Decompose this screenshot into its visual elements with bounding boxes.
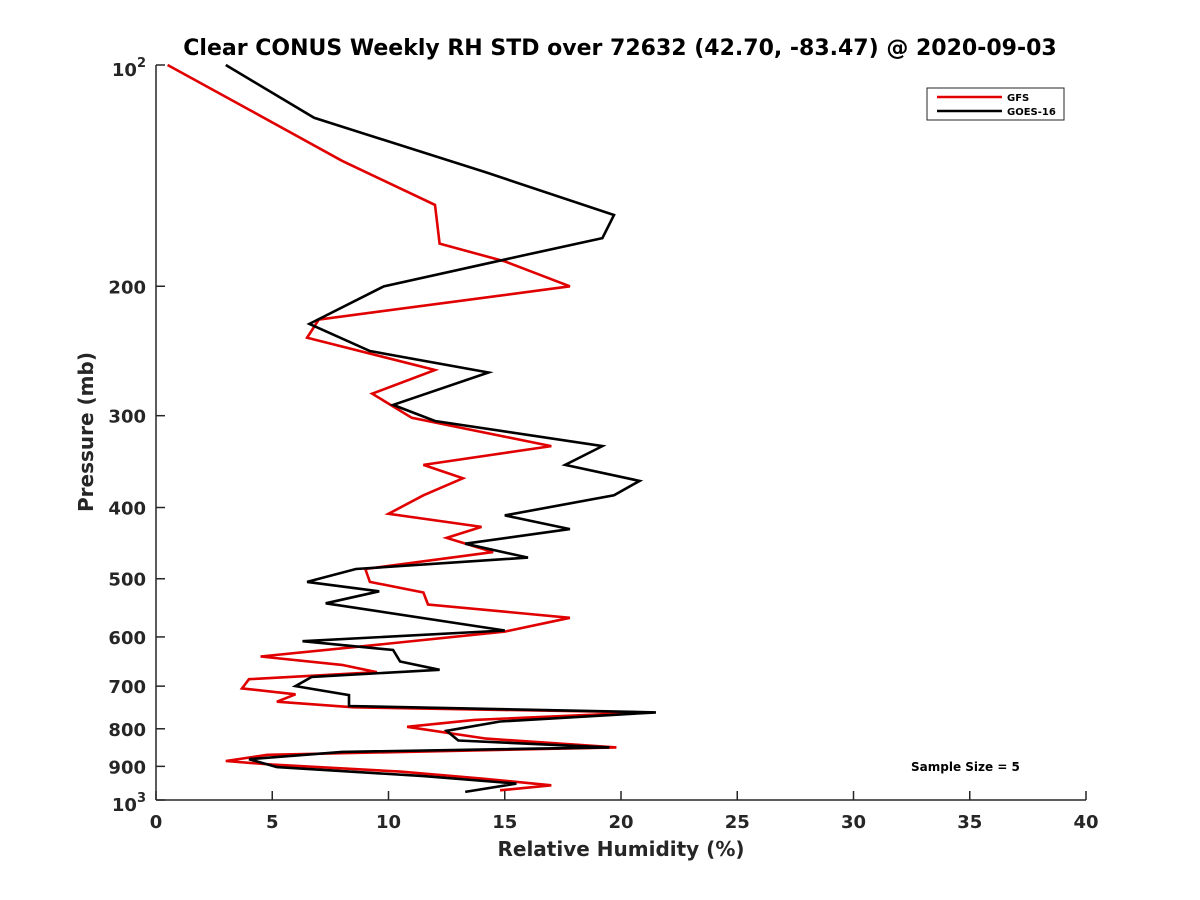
y-tick-label: 300	[108, 407, 146, 428]
y-tick-label-top: 102	[112, 56, 146, 81]
y-tick-label: 500	[108, 570, 146, 591]
y-tick-label: 900	[108, 757, 146, 778]
x-axis: 0 5 10 15 20 25 30 35 40	[150, 791, 1099, 833]
y-tick-label: 200	[108, 277, 146, 298]
chart-title: Clear CONUS Weekly RH STD over 72632 (42…	[183, 36, 1056, 61]
y-tick-label: 600	[108, 628, 146, 649]
y-tick-bottom-base: 10	[112, 795, 137, 816]
x-tick-label: 40	[1073, 812, 1098, 833]
legend-label-gfs: GFS	[1007, 93, 1029, 104]
series-line-goes16	[225, 63, 656, 794]
y-tick-label-bottom: 103	[112, 791, 146, 816]
legend: GFS GOES-16	[926, 87, 1065, 121]
sample-size-annotation: Sample Size = 5	[911, 760, 1020, 774]
y-tick-label: 700	[108, 677, 146, 698]
y-tick-top-base: 10	[112, 60, 137, 81]
x-tick-label: 35	[957, 812, 982, 833]
y-tick-label: 400	[108, 499, 146, 520]
x-tick-label: 20	[608, 812, 633, 833]
series-line-gfs	[166, 63, 645, 792]
y-tick-bottom-exp: 3	[137, 791, 146, 806]
y-axis-label: Pressure (mb)	[74, 352, 98, 512]
x-axis-label: Relative Humidity (%)	[497, 837, 744, 861]
x-tick-label: 0	[150, 812, 163, 833]
x-tick-label: 10	[376, 812, 401, 833]
y-tick-label: 800	[108, 720, 146, 741]
x-tick-label: 25	[725, 812, 750, 833]
x-tick-label: 30	[841, 812, 866, 833]
x-tick-label: 5	[266, 812, 279, 833]
y-tick-top-exp: 2	[137, 56, 146, 71]
plot-area	[166, 63, 656, 794]
x-tick-label: 15	[492, 812, 517, 833]
legend-box	[926, 87, 1065, 121]
legend-label-goes16: GOES-16	[1007, 107, 1056, 118]
y-axis: 200 300 400 500 600 700 800 900	[108, 64, 165, 801]
